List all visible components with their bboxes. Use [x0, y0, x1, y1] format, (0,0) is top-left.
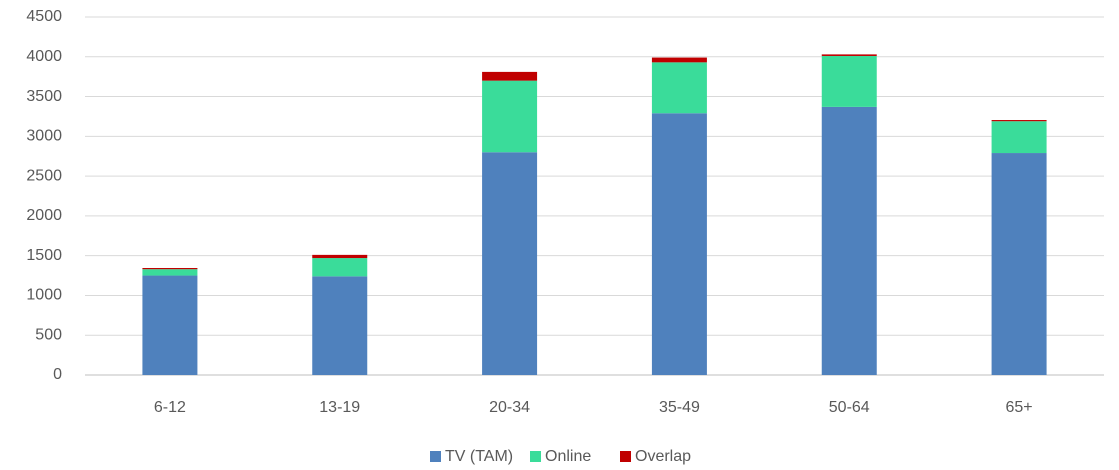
bar-segment: [312, 254, 368, 259]
x-tick-label: 20-34: [489, 399, 530, 416]
y-tick-label: 1000: [26, 287, 62, 304]
legend-swatch: [530, 451, 541, 462]
bar-segment: [142, 269, 198, 276]
bar-segment: [482, 71, 538, 81]
bar-segment: [142, 267, 198, 270]
bar-segment: [991, 120, 1047, 122]
bar-segment: [991, 153, 1047, 375]
legend-label: Online: [545, 448, 591, 465]
bar-segment: [651, 62, 707, 114]
y-tick-label: 2000: [26, 207, 62, 224]
bar-segment: [312, 276, 368, 375]
y-tick-label: 2500: [26, 167, 62, 184]
y-tick-label: 0: [53, 366, 62, 383]
x-tick-label: 35-49: [659, 399, 700, 416]
x-tick-label: 6-12: [154, 399, 186, 416]
bar-segment: [482, 152, 538, 375]
bar-segment: [991, 121, 1047, 154]
y-tick-label: 1500: [26, 247, 62, 264]
bar-segment: [312, 258, 368, 277]
y-tick-label: 4500: [26, 8, 62, 25]
y-tick-label: 3000: [26, 128, 62, 145]
x-tick-label: 50-64: [829, 399, 870, 416]
x-tick-label: 13-19: [319, 399, 360, 416]
legend-label: Overlap: [635, 448, 691, 465]
bar-segment: [651, 113, 707, 376]
bar-segment: [651, 57, 707, 63]
bar-segment: [821, 55, 877, 107]
y-tick-label: 3500: [26, 88, 62, 105]
bar-segment: [142, 275, 198, 375]
bar-segment: [482, 80, 538, 153]
y-tick-label: 500: [35, 326, 62, 343]
bar-segment: [821, 106, 877, 376]
y-tick-label: 4000: [26, 48, 62, 65]
legend-swatch: [620, 451, 631, 462]
legend-label: TV (TAM): [445, 448, 513, 465]
legend-swatch: [430, 451, 441, 462]
x-tick-label: 65+: [1006, 399, 1033, 416]
bar-segment: [821, 54, 877, 56]
